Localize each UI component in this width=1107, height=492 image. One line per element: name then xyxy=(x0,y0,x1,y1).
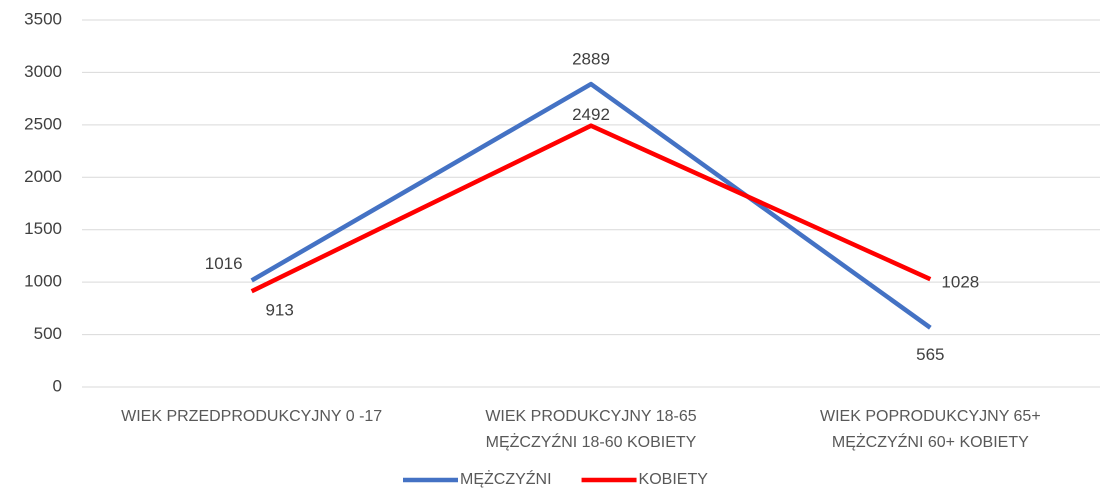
y-tick-label: 2500 xyxy=(24,114,62,133)
series-line xyxy=(250,123,932,294)
data-label: 565 xyxy=(916,345,944,364)
y-tick-label: 2000 xyxy=(24,167,62,186)
x-tick-label: WIEK PRZEDPRODUKCYJNY 0 -17 xyxy=(121,408,382,425)
y-tick-label: 0 xyxy=(53,376,62,395)
data-label: 1028 xyxy=(941,273,979,292)
legend-label: KOBIETY xyxy=(639,471,709,488)
x-tick-label: WIEK PRODUKCYJNY 18-65 MĘŻCZYŹNI 18-60 KO… xyxy=(485,408,696,451)
y-tick-label: 500 xyxy=(34,324,62,343)
y-tick-label: 1000 xyxy=(24,272,62,291)
y-tick-label: 1500 xyxy=(24,219,62,238)
data-label: 2889 xyxy=(572,50,610,69)
data-label: 1016 xyxy=(205,254,243,273)
data-label: 913 xyxy=(265,301,293,320)
data-label: 2492 xyxy=(572,105,610,124)
legend-label: MĘŻCZYŹNI xyxy=(460,469,552,488)
y-tick-label: 3500 xyxy=(24,9,62,28)
series-line xyxy=(250,81,932,330)
y-tick-label: 3000 xyxy=(24,62,62,81)
x-tick-label: WIEK POPRODUKCYJNY 65+ MĘŻCZYŹNI 60+ KOBI… xyxy=(820,408,1041,451)
